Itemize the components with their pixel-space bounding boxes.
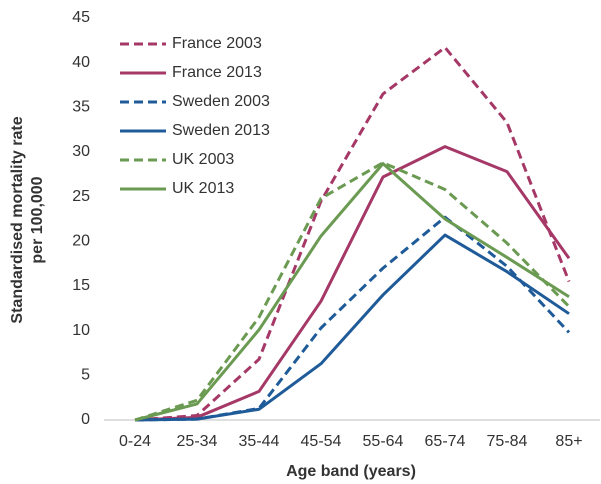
x-tick-label: 45-54 bbox=[301, 433, 342, 450]
legend-label: UK 2013 bbox=[172, 180, 234, 197]
series-line bbox=[134, 162, 570, 422]
legend-label: Sweden 2013 bbox=[172, 122, 270, 139]
legend-label: France 2003 bbox=[172, 35, 262, 52]
x-tick-label: 55-64 bbox=[363, 433, 404, 450]
legend-label: Sweden 2003 bbox=[172, 93, 270, 110]
x-tick-label: 65-74 bbox=[425, 433, 466, 450]
series-line bbox=[134, 215, 571, 422]
y-tick-label: 10 bbox=[72, 322, 90, 339]
y-tick-label: 25 bbox=[72, 188, 90, 205]
series-line bbox=[134, 45, 571, 422]
x-axis-title: Age band (years) bbox=[286, 463, 416, 480]
y-axis-title: per 100,000 bbox=[29, 176, 46, 263]
y-tick-label: 5 bbox=[81, 367, 90, 384]
series-line bbox=[134, 145, 571, 422]
x-tick-label: 75-84 bbox=[487, 433, 528, 450]
x-tick-label: 85+ bbox=[555, 433, 582, 450]
y-tick-label: 45 bbox=[72, 9, 90, 26]
y-tick-label: 35 bbox=[72, 99, 90, 116]
x-tick-label: 25-34 bbox=[177, 433, 218, 450]
x-tick-label: 0-24 bbox=[119, 433, 151, 450]
x-tick-label: 35-44 bbox=[239, 433, 280, 450]
y-tick-label: 20 bbox=[72, 233, 90, 250]
y-tick-label: 0 bbox=[81, 411, 90, 428]
y-tick-label: 40 bbox=[72, 54, 90, 71]
y-tick-label: 15 bbox=[72, 277, 90, 294]
legend-label: France 2013 bbox=[172, 64, 262, 81]
y-axis-title: Standardised mortality rate bbox=[9, 116, 26, 323]
series-line bbox=[134, 233, 570, 422]
series-line bbox=[134, 161, 571, 422]
y-tick-label: 30 bbox=[72, 143, 90, 160]
legend-label: UK 2003 bbox=[172, 151, 234, 168]
